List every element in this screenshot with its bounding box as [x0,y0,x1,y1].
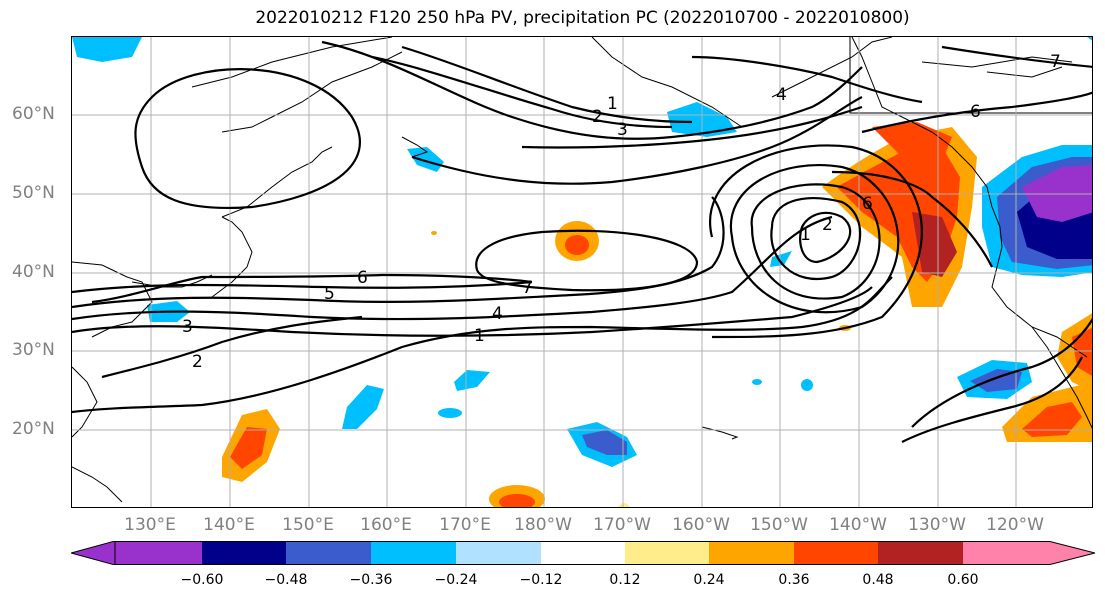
contour-label: 2 [822,215,833,235]
lon-label: 140°E [203,515,255,535]
contour-label: 3 [182,317,193,337]
lon-label: 160°E [360,515,412,535]
colorbar-segment [625,541,709,565]
colorbar-tick: 0.12 [609,572,641,588]
lat-label: 60°N [12,104,55,124]
colorbar-tick: 0.24 [693,572,725,588]
lat-label: 40°N [12,262,55,282]
map-panel: 1 2 3 4 5 6 7 1 2 4 6 7 6 1 2 3 [71,36,1093,508]
coastlines [72,37,1092,503]
colorbar-tick: 0.60 [947,572,979,588]
contour-label: 1 [474,326,485,346]
lon-label: 160°W [672,515,730,535]
colorbar-segment [286,541,371,565]
colorbar-tick: −0.60 [180,572,224,588]
contour-labels: 1 2 3 4 5 6 7 1 2 4 6 7 6 1 2 3 [182,52,1061,372]
colorbar-segment [963,541,1095,565]
colorbar-tick: 0.48 [862,572,894,588]
lon-label: 120°W [986,515,1044,535]
contour-label: 7 [1050,52,1061,72]
colorbar-segments [71,541,1095,565]
contour-label: 4 [492,304,503,324]
colorbar-segment [202,541,286,565]
lat-label: 50°N [12,183,55,203]
colorbar-tick: 0.36 [778,572,810,588]
lat-label: 20°N [12,419,55,439]
lon-label: 170°W [593,515,651,535]
colorbar-segment [541,541,625,565]
colorbar-segment [794,541,878,565]
lon-label: 140°W [829,515,887,535]
colorbar-segment [371,541,456,565]
colorbar-segment [71,541,202,565]
lon-label: 150°E [282,515,334,535]
precip-negative-shading [72,37,1092,467]
lon-label: 180°W [514,515,572,535]
colorbar-tick: −0.36 [349,572,393,588]
colorbar-segment [456,541,541,565]
contour-label: 6 [357,268,368,288]
precip-positive-shading [222,122,1092,507]
contour-label: 2 [192,352,203,372]
lon-label: 130°W [908,515,966,535]
contour-label: 1 [607,94,618,114]
contour-label: 1 [800,225,811,245]
colorbar-segment [878,541,963,565]
colorbar-tick: −0.48 [264,572,308,588]
colorbar-tick: −0.24 [434,572,478,588]
colorbar-segment [709,541,794,565]
contour-label: 2 [592,107,603,127]
lon-label: 150°W [750,515,808,535]
contour-label: 5 [324,284,335,304]
colorbar [71,541,1095,565]
lon-label: 130°E [124,515,176,535]
pv-contours [72,40,1092,443]
lon-label: 170°E [439,515,491,535]
contour-label: 7 [522,278,533,298]
map-svg: 1 2 3 4 5 6 7 1 2 4 6 7 6 1 2 3 [72,37,1092,507]
contour-label: 3 [617,120,628,140]
colorbar-tick: −0.12 [519,572,563,588]
contour-label: 6 [970,102,981,122]
contour-label: 6 [862,194,873,214]
plot-title: 2022010212 F120 250 hPa PV, precipitatio… [255,8,910,28]
lat-label: 30°N [12,340,55,360]
contour-label: 4 [776,85,787,105]
